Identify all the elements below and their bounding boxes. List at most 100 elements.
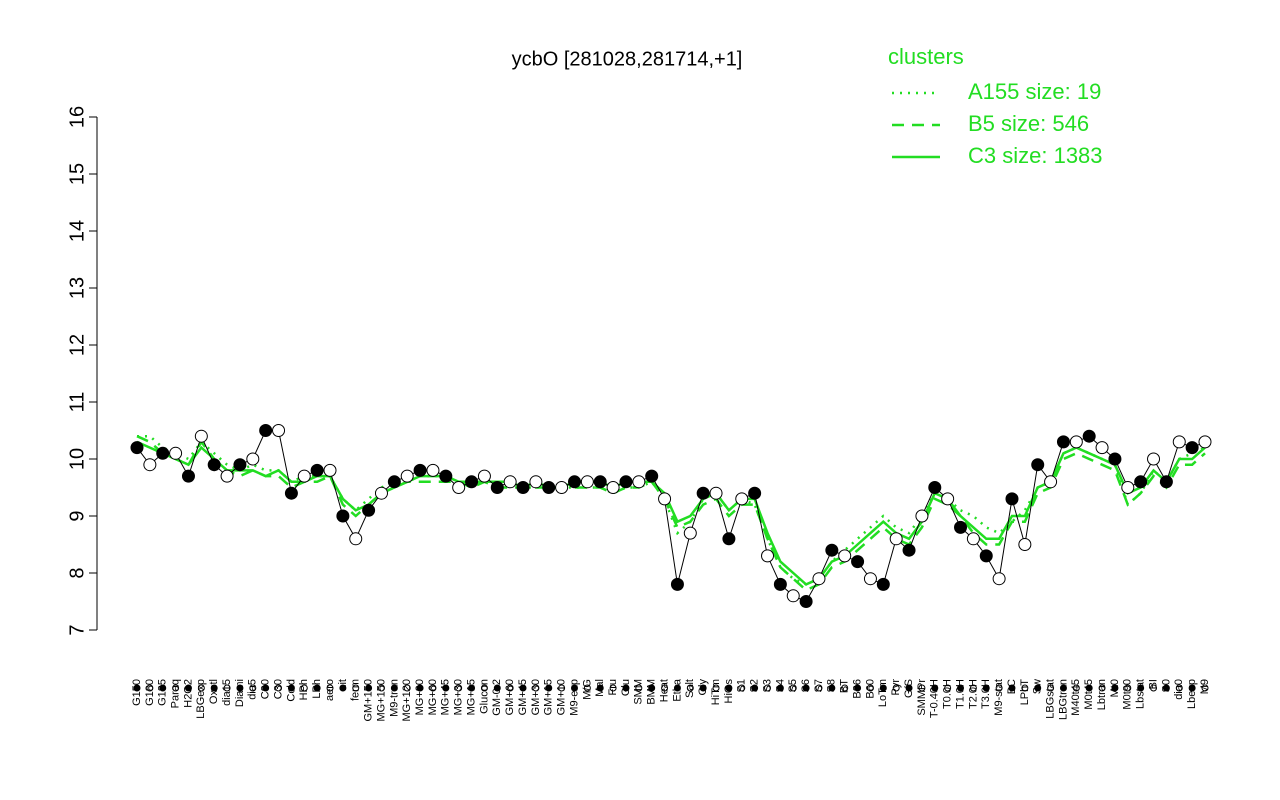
data-line xyxy=(136,430,1206,603)
x-tick-label: Oxctl xyxy=(208,679,220,704)
x-marker xyxy=(365,684,373,692)
data-point xyxy=(1031,458,1045,472)
data-point xyxy=(130,441,144,455)
data-point xyxy=(1069,435,1083,449)
x-marker xyxy=(969,684,977,692)
x-marker xyxy=(352,684,360,692)
data-point xyxy=(169,446,183,460)
data-point xyxy=(645,469,659,483)
x-marker xyxy=(1034,684,1042,692)
x-marker xyxy=(159,684,167,692)
data-point xyxy=(658,492,672,506)
x-marker xyxy=(493,684,501,692)
y-tick-label: 14 xyxy=(66,220,88,242)
x-tick-label: GM+150 xyxy=(363,679,375,722)
x-marker xyxy=(326,684,334,692)
x-marker xyxy=(133,684,141,692)
x-tick-label: G180 xyxy=(144,679,156,706)
data-point xyxy=(1198,435,1212,449)
y-tick-label: 16 xyxy=(66,106,88,128)
data-point xyxy=(156,446,170,460)
data-point xyxy=(1185,441,1199,455)
x-marker xyxy=(558,684,566,692)
data-point xyxy=(799,595,813,608)
data-point xyxy=(928,481,942,494)
data-point xyxy=(362,503,376,517)
x-marker xyxy=(429,684,437,692)
x-tick-label: T2.0H xyxy=(967,679,979,709)
data-point xyxy=(915,509,929,523)
x-marker xyxy=(648,684,656,692)
x-tick-label: M9-tran xyxy=(388,679,400,717)
x-tick-label: S2 xyxy=(749,679,761,692)
data-point xyxy=(812,572,826,586)
data-point xyxy=(580,475,594,489)
y-tick-label: 8 xyxy=(66,567,88,578)
x-tick-label: T0.0H xyxy=(942,679,954,709)
x-marker xyxy=(583,684,591,692)
x-marker xyxy=(699,684,707,692)
x-tick-label: SMM xyxy=(633,679,645,705)
data-point xyxy=(477,469,491,483)
x-marker xyxy=(905,684,913,692)
x-marker xyxy=(570,684,578,692)
x-marker xyxy=(442,684,450,692)
data-point xyxy=(761,549,775,563)
x-tick-label: S7 xyxy=(813,679,825,692)
x-marker xyxy=(197,684,205,692)
data-point xyxy=(748,486,762,500)
x-marker xyxy=(1175,684,1183,692)
data-point xyxy=(272,424,286,437)
x-marker xyxy=(931,684,939,692)
x-tick-label: GM+30 xyxy=(530,679,542,715)
x-marker xyxy=(339,684,347,692)
data-point xyxy=(876,577,890,591)
x-tick-label: GM+15 xyxy=(543,679,555,715)
x-marker xyxy=(262,684,270,692)
y-tick-label: 15 xyxy=(66,163,88,185)
data-point xyxy=(426,463,440,477)
x-marker xyxy=(416,684,424,692)
x-tick-label: LPhT xyxy=(1019,679,1031,706)
data-point xyxy=(555,481,569,494)
x-tick-label: Salt xyxy=(684,679,696,698)
x-tick-label: Cold xyxy=(285,679,297,702)
x-marker xyxy=(982,684,990,692)
x-marker xyxy=(879,684,887,692)
x-tick-label: B60 xyxy=(864,679,876,699)
x-marker xyxy=(455,684,463,692)
y-tick-label: 10 xyxy=(66,448,88,470)
x-tick-label: S8 xyxy=(826,679,838,692)
data-point xyxy=(567,475,581,489)
x-tick-label: BC xyxy=(1006,679,1018,694)
data-point xyxy=(606,481,620,494)
data-point xyxy=(542,481,556,494)
x-marker xyxy=(377,684,385,692)
x-tick-label: LoTm xyxy=(877,679,889,707)
x-marker xyxy=(776,684,784,692)
data-point xyxy=(503,475,517,489)
data-point xyxy=(374,486,388,500)
x-marker xyxy=(403,684,411,692)
x-tick-label: HiTm xyxy=(710,679,722,705)
data-point xyxy=(954,520,968,534)
data-point xyxy=(1005,492,1019,506)
x-tick-label: S3 xyxy=(761,679,773,692)
x-marker xyxy=(146,684,154,692)
x-marker xyxy=(1124,684,1132,692)
x-tick-label: G/S xyxy=(903,679,915,698)
x-marker xyxy=(609,684,617,692)
data-point xyxy=(310,463,324,477)
data-point xyxy=(220,469,234,483)
x-marker xyxy=(390,684,398,692)
x-tick-label: M9-stat xyxy=(993,679,1005,716)
data-point xyxy=(966,532,980,546)
data-point xyxy=(632,475,646,489)
x-tick-label: dia5 xyxy=(247,679,259,700)
x-tick-label: M9-exp xyxy=(568,679,580,716)
x-marker xyxy=(1111,684,1119,692)
x-marker xyxy=(313,684,321,692)
x-marker xyxy=(1137,684,1145,692)
x-tick-label: S4 xyxy=(774,679,786,692)
x-marker xyxy=(532,684,540,692)
